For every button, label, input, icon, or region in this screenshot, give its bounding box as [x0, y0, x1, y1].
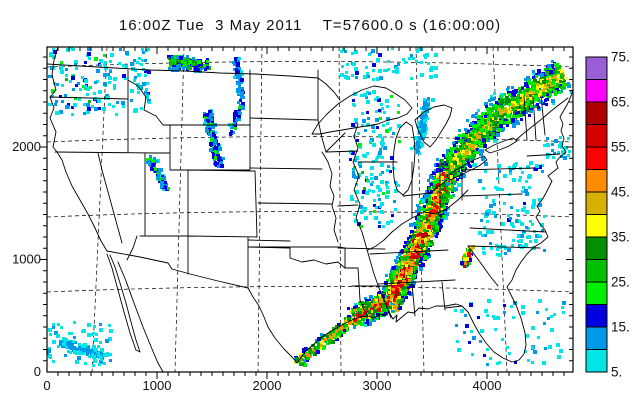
x-axis-labels: 0 1000 2000 3000 4000	[43, 378, 501, 393]
colorbar-tick-label: 45.	[611, 185, 630, 200]
border-canada	[47, 63, 341, 101]
radar-cluster-socal-ocean-patches	[57, 337, 105, 360]
colorbar-swatch	[585, 146, 608, 170]
radar-cluster-montana-arc-upper	[232, 57, 245, 102]
radar-cluster-michigan-cyan-streak	[410, 97, 435, 155]
y-axis-labels: 0 1000 2000	[12, 139, 41, 379]
border-mexico	[106, 250, 298, 364]
radar-cluster-midwest-speckle	[349, 90, 401, 228]
radar-cluster-new-england-band	[484, 60, 573, 132]
y-tick-label: 0	[34, 364, 41, 379]
colorbar-swatch	[585, 56, 608, 80]
state-borders-plains	[247, 69, 369, 317]
lake-michigan	[392, 121, 416, 196]
state-borders-south	[369, 245, 499, 317]
colorbar-swatch	[585, 101, 608, 125]
state-borders-west	[49, 69, 258, 289]
radar-cluster-wyoming-idaho-patch	[203, 109, 225, 168]
radar-cluster-canada-top-speckle	[340, 47, 438, 81]
colorbar-swatch	[585, 214, 608, 238]
colorbar-swatch	[585, 124, 608, 148]
lake-superior	[311, 85, 413, 135]
colorbar-swatch	[585, 169, 608, 193]
colorbar-tick-label: 5.	[611, 365, 622, 380]
colorbar-tick-label: 15.	[611, 320, 630, 335]
baja-california	[106, 253, 141, 353]
colorbar-swatch	[585, 304, 608, 328]
colorbar-labels: 5. 15. 25. 35. 45. 55. 65. 75.	[611, 50, 630, 380]
plot-frame	[46, 46, 574, 373]
y-tick-label: 2000	[12, 139, 41, 154]
colorbar-tick-label: 55.	[611, 140, 630, 155]
mississippi-river	[352, 123, 392, 319]
colorbar-swatch	[585, 191, 608, 215]
colorbar-swatch	[585, 79, 608, 103]
radar-cluster-pacific-northwest-speckle	[48, 47, 151, 116]
colorbar	[585, 56, 608, 373]
graticule	[47, 47, 573, 372]
gulf-of-california	[117, 261, 164, 372]
radar-cluster-kentucky-ohio-band	[414, 163, 462, 235]
colorbar-swatch	[585, 236, 608, 260]
colorbar-tick-label: 65.	[611, 95, 630, 110]
colorbar-swatch	[585, 326, 608, 350]
radar-cluster-atlantic-northeast-dots	[543, 136, 571, 160]
colorbar-tick-label: 25.	[611, 275, 630, 290]
x-tick-label: 0	[43, 378, 50, 393]
colorbar-swatch	[585, 281, 608, 305]
coastline-gulf-atlantic	[296, 89, 573, 364]
radar-cluster-east-coast-speckle	[478, 161, 546, 257]
radar-cluster-lake-erie-newyork-band	[436, 109, 504, 179]
x-tick-label: 3000	[363, 378, 392, 393]
coastline-pacific	[49, 47, 108, 252]
lake-erie	[446, 155, 488, 181]
radar-overlay	[47, 47, 573, 367]
state-borders-midwest	[325, 132, 469, 287]
y-tick-label: 1000	[12, 252, 41, 267]
radar-cluster-gulf-florida-speckle	[454, 299, 566, 366]
us-map-outline	[47, 47, 573, 372]
axis-ticks	[40, 47, 573, 379]
x-tick-label: 1000	[143, 378, 172, 393]
x-tick-label: 2000	[253, 378, 282, 393]
radar-cluster-mississippi-alabama-core	[382, 222, 438, 304]
x-tick-label: 4000	[473, 378, 502, 393]
radar-cluster-socal-ocean-speckle	[47, 321, 113, 367]
lake-ontario	[484, 137, 518, 154]
radar-cluster-montana-arc-lower	[228, 101, 245, 136]
colorbar-swatch	[585, 349, 608, 373]
colorbar-tick-label: 35.	[611, 230, 630, 245]
radar-cluster-georgia-red-streak	[460, 245, 475, 268]
plot-title: 16:00Z Tue 3 May 2011 T=57600.0 s (16:00…	[118, 17, 502, 34]
radar-cluster-texas-coast-band	[293, 314, 360, 367]
lake-huron	[414, 104, 453, 148]
state-borders-east	[461, 95, 561, 249]
radar-cluster-montana-green-oval	[167, 55, 211, 73]
radar-cluster-utah-patch	[146, 155, 170, 191]
colorbar-tick-label: 75.	[611, 50, 630, 65]
colorbar-swatch	[585, 259, 608, 283]
